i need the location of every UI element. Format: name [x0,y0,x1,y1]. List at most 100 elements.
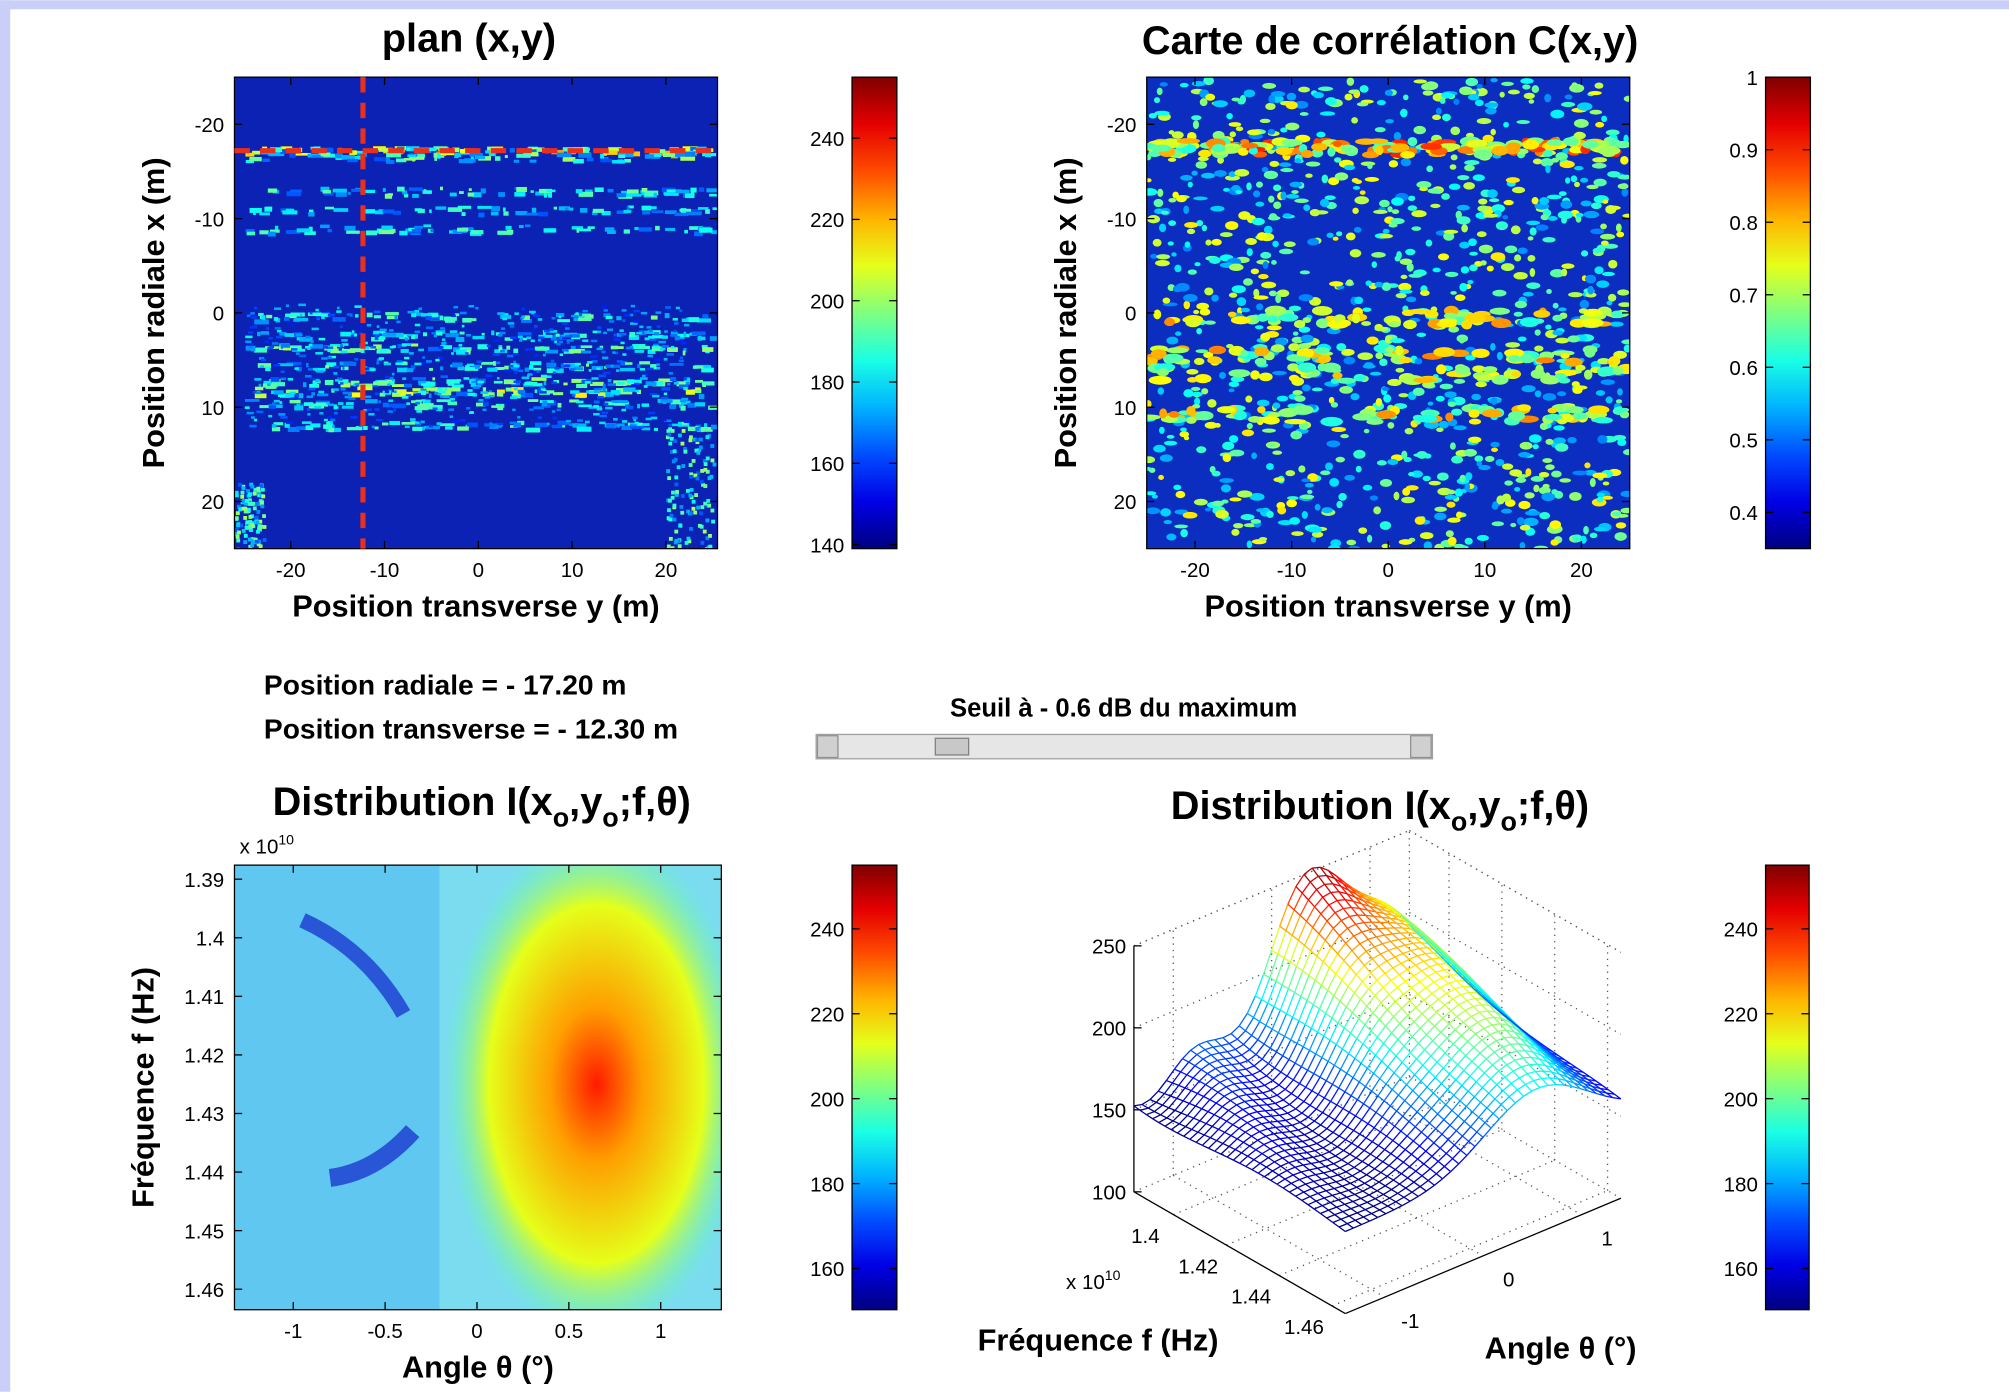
surface-line [1215,1095,1225,1104]
heat-cell [707,476,712,481]
surface-line [1304,927,1314,946]
heat-cell [245,229,255,233]
surface-line [1244,1099,1253,1103]
slider-left-arrow[interactable] [816,735,839,759]
heat-cell [450,395,457,398]
heat-blob [1411,226,1422,231]
heat-cell [384,390,390,394]
heat-cell [400,368,414,373]
surface-line [1270,1179,1278,1185]
x-tick-label: -20 [276,559,306,582]
slider-track[interactable] [815,733,1434,760]
y-tick-label: 1.42 [184,1045,224,1068]
heat-cell [661,387,671,391]
surface-line [1361,972,1372,982]
surface-line [1419,1145,1427,1152]
heat-cell [520,317,524,320]
surface-line [1381,916,1391,919]
heat-cell [411,334,416,340]
surface-line [1341,979,1349,987]
heat-blob [1623,344,1630,353]
surface-line [1361,1107,1371,1121]
heat-blob [1484,102,1499,108]
heat-cell [246,489,250,493]
heat-cell [422,426,425,431]
surface-line [1410,1105,1418,1113]
slider-thumb[interactable] [934,737,970,756]
surface-line [1350,1081,1360,1097]
heat-cell [296,352,300,355]
heat-blob [1261,428,1276,433]
heat-cell [421,399,426,402]
heat-blob [1229,497,1242,502]
heat-cell [418,348,425,352]
heat-blob [1533,484,1540,493]
heat-blob [1401,496,1416,504]
heat-cell [498,192,505,197]
heat-blob [1554,443,1569,452]
surface-line [1224,1124,1234,1133]
heat-cell [705,536,710,541]
heat-blob [1329,477,1340,487]
heat-blob [1228,171,1236,178]
surface-line [1321,1178,1329,1185]
surface-line [1366,1201,1374,1207]
surface-line [1235,1043,1244,1051]
surface-line [1376,979,1384,988]
surface-line [1329,1176,1337,1183]
heat-cell [503,211,509,216]
surface-line [1298,1179,1306,1185]
heat-blob [1361,321,1372,326]
surface-line [1234,1141,1244,1151]
surface-line [1228,1038,1238,1045]
heat-cell [644,191,654,197]
heat-blob [1258,537,1268,542]
surface-line [1433,1142,1441,1149]
surface-line [1260,1097,1270,1100]
heat-cell [538,188,552,194]
heat-cell [248,515,253,519]
heat-blob [1449,442,1456,450]
slider-right-arrow[interactable] [1410,735,1432,759]
heat-cell [585,420,590,424]
surface-line [1350,1095,1358,1101]
heat-cell [262,514,266,519]
heat-blob [1474,374,1496,381]
heat-cell [325,402,330,405]
surface-line [1188,1093,1198,1104]
surface-line [1307,1176,1315,1182]
surface-line [1376,1190,1384,1195]
heat-cell [530,361,542,366]
surface-line [1220,1045,1228,1053]
surface-line [1282,1157,1290,1164]
heat-cell [513,159,520,163]
surface-line [1390,938,1399,943]
heat-cell [449,398,455,401]
heat-blob [1261,166,1269,173]
heat-blob [1441,113,1451,122]
surface-line [1407,1177,1415,1183]
heat-cell [628,335,639,340]
heat-cell [259,405,271,409]
heat-blob [1186,369,1199,375]
surface-line [1317,1080,1327,1095]
surface-line [1459,1100,1467,1107]
heat-cell [341,155,356,160]
heat-blob [1447,517,1461,523]
heat-blob [1594,82,1604,89]
heat-blob [1191,391,1203,397]
heat-cell [316,393,329,397]
heat-blob [1184,222,1199,229]
heat-cell [474,155,486,160]
heat-blob [1211,238,1222,246]
threshold-slider[interactable] [815,733,1434,760]
surface-line [1270,1089,1278,1096]
surface-line [1479,1010,1488,1014]
heat-cell [287,377,294,381]
surface-line [1373,1205,1380,1211]
heat-cell [248,524,253,529]
heat-cell [648,411,656,415]
surface-line [1266,1166,1273,1172]
heat-blob [1572,412,1588,420]
heat-cell [516,186,527,192]
